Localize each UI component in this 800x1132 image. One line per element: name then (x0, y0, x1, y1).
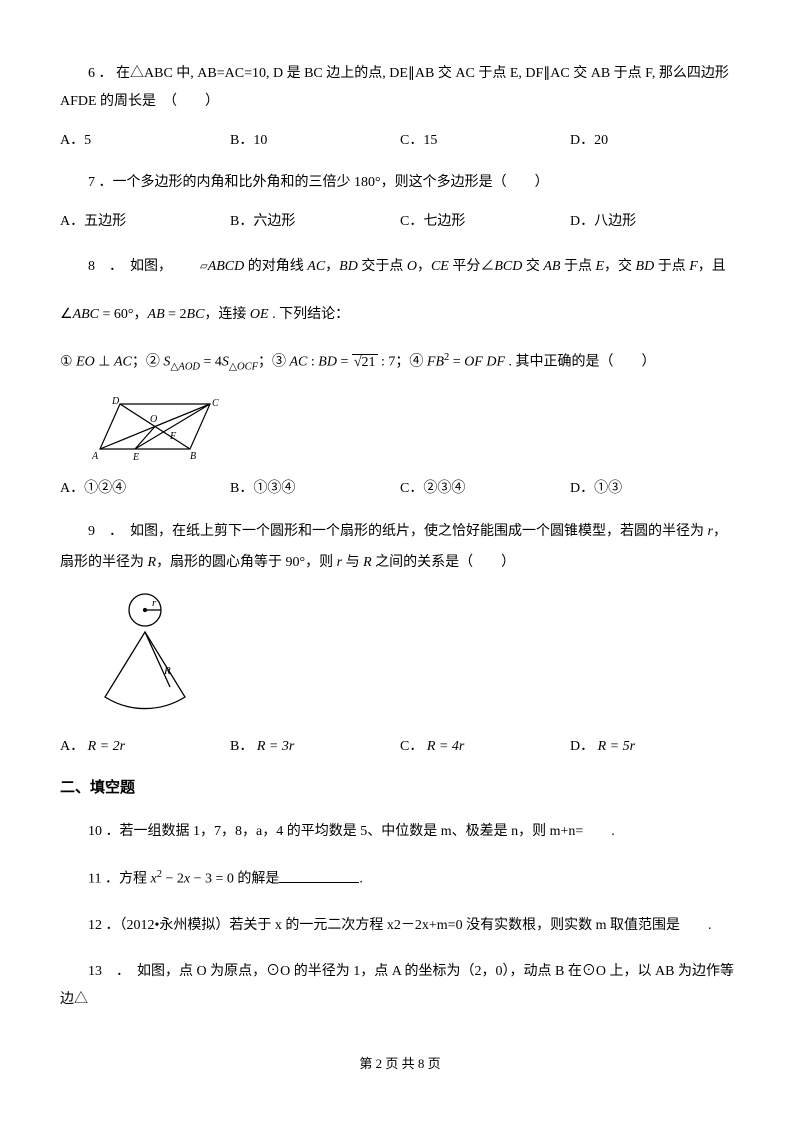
svg-text:r: r (152, 597, 157, 609)
q8-t7: 于点 (560, 259, 595, 274)
q13-stem: 13 ． 如图，点 O 为原点，⊙O 的半径为 1，点 A 的坐标为（2，0），… (60, 958, 740, 1014)
q8-stem: 8 ． 如图，▱ABCD 的对角线 AC，BD 交于点 O，CE 平分∠BCD … (60, 250, 740, 284)
q8-t6: 交 (522, 259, 543, 274)
svg-text:C: C (212, 398, 219, 409)
q7-opt-c: C．七边形 (400, 211, 570, 232)
q8-t3: 交于点 (358, 259, 407, 274)
svg-text:A: A (91, 451, 99, 462)
q9-opt-d: D． R = 5r (570, 736, 740, 757)
page-footer: 第 2 页 共 8 页 (60, 1054, 740, 1074)
q8-t1: 的对角线 (244, 259, 307, 274)
question-7: 7 ．一个多边形的内角和比外角和的三倍少 180°，则这个多边形是（ ） A．五… (60, 169, 740, 232)
q8-options: A．①②④ B．①③④ C．②③④ D．①③ (60, 478, 740, 499)
question-9: 9 ． 如图，在纸上剪下一个圆形和一个扇形的纸片，使之恰好能围成一个圆锥模型，若… (60, 517, 740, 758)
cone-net-diagram-icon: r R (90, 592, 210, 722)
q6-opt-b: B．10 (230, 130, 400, 151)
svg-text:R: R (163, 665, 171, 677)
question-12: 12 ．（2012•永州模拟）若关于 x 的一元二次方程 x2－2x+m=0 没… (60, 912, 740, 940)
q8-prefix: 8 ． 如图， (88, 259, 172, 274)
q8-t9: 于点 (654, 259, 689, 274)
q8-t5: 平分 (449, 259, 481, 274)
q6-options: A．5 B．10 C．15 D．20 (60, 130, 740, 151)
q8-t2: ， (325, 259, 339, 274)
question-6: 6 ． 在△ABC 中, AB=AC=10, D 是 BC 边上的点, DE∥A… (60, 60, 740, 151)
q10-stem: 10 ．若一组数据 1，7，8，a，4 的平均数是 5、中位数是 m、极差是 n… (60, 818, 740, 846)
question-8: 8 ． 如图，▱ABCD 的对角线 AC，BD 交于点 O，CE 平分∠BCD … (60, 250, 740, 499)
q8-opt-d: D．①③ (570, 478, 740, 499)
q8-opt-c: C．②③④ (400, 478, 570, 499)
q9-figure: r R (90, 592, 740, 722)
q8-figure: A B C D E F O (90, 394, 740, 464)
question-10: 10 ．若一组数据 1，7，8，a，4 的平均数是 5、中位数是 m、极差是 n… (60, 818, 740, 846)
q9-stem: 9 ． 如图，在纸上剪下一个圆形和一个扇形的纸片，使之恰好能围成一个圆锥模型，若… (60, 517, 740, 579)
q9-opt-c: C． R = 4r (400, 736, 570, 757)
parallelogram-diagram-icon: A B C D E F O (90, 394, 240, 464)
svg-text:D: D (111, 396, 120, 407)
q9-opt-a: A． R = 2r (60, 736, 230, 757)
q11-stem: 11 ．方程 x2 − 2x − 3 = 0 的解是. (60, 864, 740, 894)
blank-fill (279, 868, 359, 883)
q9-options: A． R = 2r B． R = 3r C． R = 4r D． R = 5r (60, 736, 740, 757)
q8-conclusions: ① EO ⊥ AC；② S△AOD = 4S△OCF；③ AC : BD = √… (60, 345, 740, 380)
q8-t10: ，且 (698, 259, 726, 274)
section-2-title: 二、填空题 (60, 777, 740, 800)
q8-t4: ， (417, 259, 431, 274)
q6-stem: 6 ． 在△ABC 中, AB=AC=10, D 是 BC 边上的点, DE∥A… (60, 60, 740, 116)
q6-opt-a: A．5 (60, 130, 230, 151)
q9-opt-b: B． R = 3r (230, 736, 400, 757)
q7-options: A．五边形 B．六边形 C．七边形 D．八边形 (60, 211, 740, 232)
q8-opt-b: B．①③④ (230, 478, 400, 499)
svg-text:B: B (190, 451, 196, 462)
svg-text:O: O (150, 414, 157, 425)
q6-opt-d: D．20 (570, 130, 740, 151)
q7-opt-d: D．八边形 (570, 211, 740, 232)
svg-text:E: E (132, 452, 139, 463)
q12-stem: 12 ．（2012•永州模拟）若关于 x 的一元二次方程 x2－2x+m=0 没… (60, 912, 740, 940)
q7-opt-b: B．六边形 (230, 211, 400, 232)
q7-opt-a: A．五边形 (60, 211, 230, 232)
svg-text:F: F (169, 431, 177, 442)
q8-line2: ∠ABC = 60°，AB = 2BC，连接 OE . 下列结论： (60, 298, 740, 332)
question-13: 13 ． 如图，点 O 为原点，⊙O 的半径为 1，点 A 的坐标为（2，0），… (60, 958, 740, 1014)
q8-t8: ，交 (604, 259, 636, 274)
q8-opt-a: A．①②④ (60, 478, 230, 499)
question-11: 11 ．方程 x2 − 2x − 3 = 0 的解是. (60, 864, 740, 894)
q6-opt-c: C．15 (400, 130, 570, 151)
q7-stem: 7 ．一个多边形的内角和比外角和的三倍少 180°，则这个多边形是（ ） (60, 169, 740, 197)
